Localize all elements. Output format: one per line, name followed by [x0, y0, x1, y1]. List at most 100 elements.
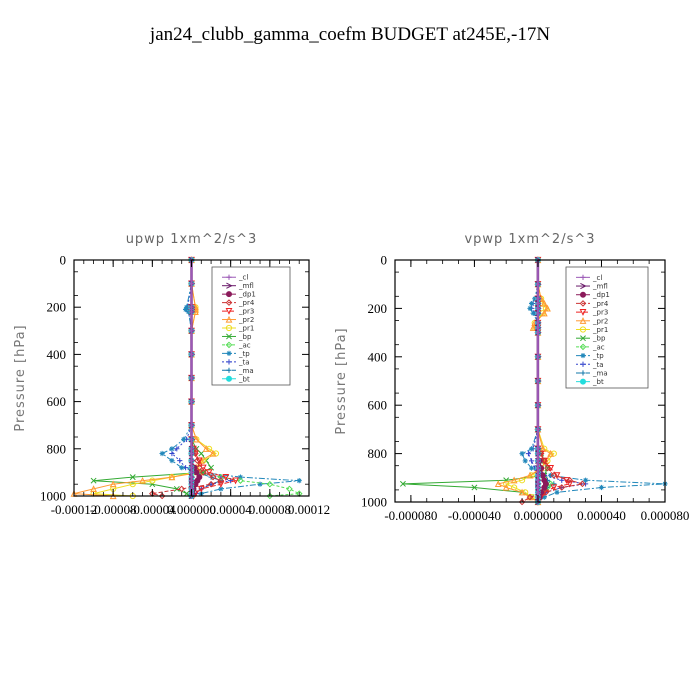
- data-point-tp: [169, 458, 175, 464]
- data-point-pr2: [109, 480, 117, 488]
- data-point-bp: [399, 480, 406, 487]
- x-tick-label: -0.000040: [448, 508, 501, 523]
- data-point-pr3: [566, 480, 574, 488]
- data-point-pr4: [199, 469, 207, 476]
- y-axis-label: Pressure [hPa]: [334, 327, 349, 434]
- data-point-ta: [174, 446, 180, 452]
- data-point-cl: [188, 328, 195, 334]
- data-point-pr4: [196, 464, 203, 471]
- data-point-tp: [296, 478, 302, 484]
- y-tick-label: 200: [47, 300, 67, 315]
- data-point-pr2: [529, 324, 537, 331]
- data-point-tp: [169, 446, 175, 452]
- data-point-cl: [535, 378, 541, 384]
- legend-marker: [225, 315, 233, 323]
- legend-entry-label: _bt: [238, 375, 250, 383]
- y-tick-label: 1000: [40, 489, 66, 504]
- data-point-pr4: [518, 498, 526, 506]
- panel-title: vpwp 1xm^2/s^3: [464, 232, 595, 247]
- data-point-ac: [547, 480, 554, 488]
- data-point-dp1: [541, 484, 548, 491]
- legend-entry-label: _dp1: [592, 291, 610, 299]
- legend-marker: [225, 375, 232, 382]
- legend-marker: [580, 291, 587, 298]
- series-line-pr4: [152, 260, 223, 497]
- legend-marker: [226, 359, 232, 365]
- data-point-cl: [188, 309, 195, 315]
- data-point-tp: [528, 465, 535, 471]
- legend-marker: [580, 282, 587, 290]
- y-tick-label: 800: [368, 446, 388, 461]
- data-point-pr4: [207, 480, 215, 488]
- x-tick-label: 0.00004: [210, 502, 253, 517]
- data-point-pr4: [178, 485, 186, 493]
- data-point-ac: [286, 485, 293, 493]
- legend-marker: [226, 333, 232, 340]
- data-point-tp: [527, 305, 533, 311]
- y-tick-label: 1000: [361, 495, 387, 510]
- data-point-cl: [535, 325, 541, 331]
- legend-marker: [579, 326, 587, 333]
- data-point-cl: [188, 450, 195, 457]
- legend-entry-label: _bp: [592, 335, 606, 343]
- series-line-bp: [402, 260, 549, 503]
- data-point-tp: [184, 304, 190, 310]
- legend-entry-label: _pr2: [592, 317, 608, 325]
- x-tick-label: 0.00012: [288, 502, 330, 517]
- legend-entry-label: _mfl: [238, 282, 254, 290]
- data-point-pr4: [540, 457, 548, 465]
- data-point-tp: [530, 310, 536, 316]
- legend-entry-label: _mfl: [592, 283, 608, 291]
- data-point-cl: [188, 375, 195, 381]
- legend-marker: [579, 343, 587, 351]
- data-point-cl: [535, 472, 541, 478]
- data-point-cl: [188, 446, 195, 452]
- data-point-tp: [598, 484, 605, 491]
- data-point-ta: [177, 458, 183, 464]
- x-tick-label: -0.000080: [384, 508, 437, 523]
- data-point-ta: [525, 451, 532, 457]
- x-tick-label: -0.00008: [90, 502, 137, 517]
- data-point-cl: [535, 330, 541, 336]
- x-tick-label: 0.00008: [249, 502, 291, 517]
- data-point-pr4: [526, 493, 534, 501]
- legend-entry-label: _ta: [238, 358, 250, 366]
- data-point-tp: [528, 446, 535, 452]
- data-point-pr2: [209, 449, 217, 457]
- data-point-pr2: [494, 480, 502, 487]
- data-point-cl: [188, 351, 195, 357]
- data-point-ta: [559, 477, 565, 483]
- data-point-cl: [535, 305, 541, 311]
- data-point-pr1: [503, 480, 510, 487]
- y-tick-label: 600: [368, 398, 388, 413]
- data-point-cl: [535, 484, 541, 491]
- legend-entry-label: _pr3: [592, 309, 608, 317]
- data-point-tp: [179, 465, 185, 471]
- data-point-cl: [535, 281, 541, 287]
- data-point-cl: [535, 320, 541, 326]
- data-point-cl: [188, 422, 195, 428]
- legend-marker: [226, 350, 232, 356]
- legend-entry-label: _pr3: [238, 308, 254, 316]
- legend-marker: [579, 317, 587, 324]
- data-point-cl: [535, 426, 541, 432]
- data-point-pr2: [518, 488, 526, 496]
- data-point-pr4: [217, 477, 225, 484]
- data-point-pr2: [526, 471, 534, 479]
- legend: _cl_mfl_dp1_pr4_pr3_pr2_pr1_bp_ac_tp_ta_…: [211, 266, 291, 386]
- y-tick-label: 400: [47, 347, 67, 362]
- data-point-pr3: [232, 477, 239, 485]
- legend-entry-label: _cl: [592, 274, 602, 282]
- plot-frame: [394, 259, 666, 503]
- data-point-cl: [535, 300, 541, 307]
- data-point-tp: [218, 486, 224, 492]
- data-point-pr4: [158, 492, 166, 500]
- y-axis-label: Pressure [hPa]: [13, 324, 28, 431]
- data-point-pr4: [542, 489, 550, 496]
- legend-entry-label: _pr1: [592, 326, 608, 334]
- legend-marker: [580, 352, 586, 359]
- data-point-pr2: [90, 485, 97, 493]
- data-point-tp: [522, 458, 528, 464]
- legend-marker: [579, 309, 587, 316]
- x-tick-label: 0.000040: [577, 508, 626, 523]
